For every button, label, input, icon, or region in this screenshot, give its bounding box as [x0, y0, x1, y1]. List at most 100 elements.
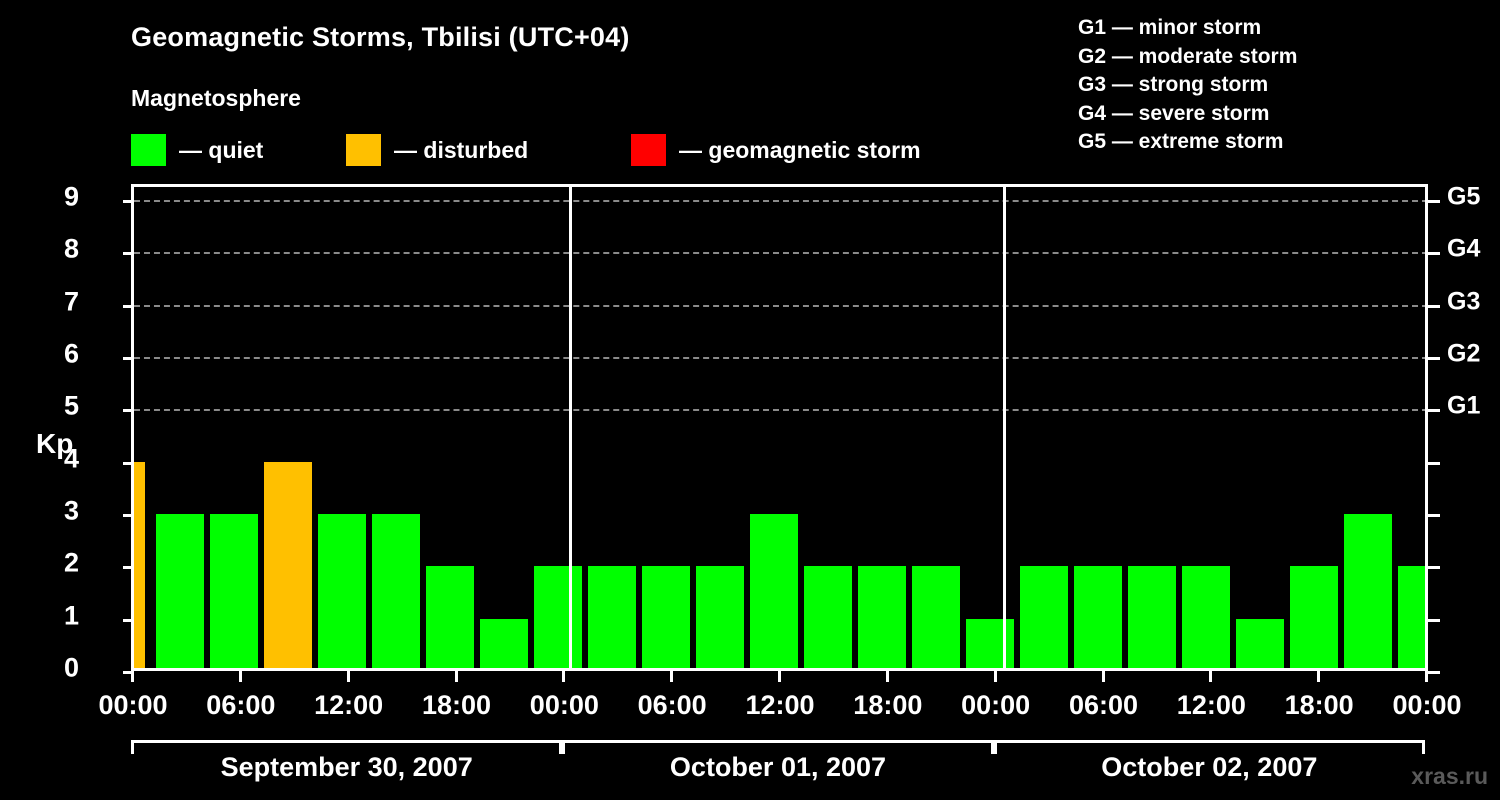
y-tick-right-0: [1428, 671, 1440, 674]
watermark: xras.ru: [1411, 763, 1488, 789]
plot-bottom-border: [131, 668, 1428, 671]
page-title: Geomagnetic Storms, Tbilisi (UTC+04): [131, 22, 630, 52]
bar: [210, 514, 258, 671]
g-scale-line-1: G1 — minor storm: [1078, 16, 1262, 39]
y-tick-right-7: [1428, 304, 1440, 308]
x-tick-9: [1101, 671, 1105, 682]
g-scale-legend: G1 — minor storm G2 — moderate storm G3 — …: [1078, 14, 1297, 157]
bar: [1074, 566, 1122, 671]
bar: [1290, 566, 1338, 671]
bar: [750, 514, 798, 671]
y-tick-right-5: [1428, 409, 1440, 413]
date-bracket-top-2: [562, 740, 994, 743]
y-axis-label-3: 3: [63, 495, 79, 526]
bar-series: [134, 187, 1428, 671]
bar: [1020, 566, 1068, 671]
bar: [534, 566, 582, 671]
x-axis-label-7: 18:00: [853, 690, 923, 720]
date-bracket-2: [562, 740, 994, 754]
y-tick-right-1: [1428, 618, 1440, 622]
plot-right-border: [1425, 184, 1428, 671]
gridline-kp-8: [134, 252, 1428, 255]
x-tick-0: [131, 671, 134, 682]
g-scale-line-5: G5 — extreme storm: [1078, 130, 1284, 153]
y-axis-label-0: 0: [63, 652, 79, 683]
bar: [1344, 514, 1392, 671]
y-axis-label-2: 2: [63, 547, 79, 578]
legend-label-quiet: — quiet: [179, 136, 264, 163]
legend-item-disturbed: — disturbed: [346, 133, 528, 167]
y-axis-label-9: 9: [63, 181, 79, 212]
bar: [912, 566, 960, 671]
y-tick-right-2: [1428, 566, 1440, 570]
y-axis-label-4: 4: [63, 443, 79, 474]
y-tick-right-4: [1428, 461, 1440, 465]
legend-label-geomagnetic-storm: — geomagnetic storm: [679, 136, 921, 163]
x-axis-label-4: 00:00: [529, 690, 599, 720]
y-tick-1: [123, 618, 134, 622]
date-bracket-top-1: [131, 740, 563, 743]
x-tick-3: [454, 671, 458, 682]
x-tick-8: [993, 671, 997, 682]
g-scale-line-4: G4 — severe storm: [1078, 101, 1270, 125]
gridline-kp-6: [134, 357, 1428, 360]
x-axis-label-12: 00:00: [1392, 690, 1462, 720]
date-bracket-3: [993, 740, 1425, 754]
y-tick-5: [123, 409, 134, 413]
x-axis-label-2: 12:00: [314, 690, 384, 720]
bar: [1398, 566, 1428, 671]
day-divider-2: [1003, 187, 1006, 671]
x-tick-12: [1425, 671, 1428, 682]
x-axis-label-1: 06:00: [206, 690, 276, 720]
x-tick-10: [1209, 671, 1213, 682]
y-tick-9: [123, 200, 134, 204]
gridline-kp-9: [134, 200, 1428, 203]
bar: [966, 618, 1014, 671]
x-tick-7: [885, 671, 889, 682]
date-bracket-top-3: [993, 740, 1425, 743]
x-tick-5: [670, 671, 674, 682]
x-axis-label-8: 00:00: [961, 690, 1031, 720]
x-axis-label-3: 18:00: [421, 690, 492, 720]
bar: [134, 461, 145, 671]
x-tick-4: [562, 671, 566, 682]
y-tick-8: [123, 252, 134, 256]
x-axis-label-10: 12:00: [1176, 690, 1246, 720]
x-axis-label-0: 00:00: [98, 690, 168, 720]
y-axis-title: Kp: [36, 428, 74, 459]
date-label-1: September 30, 2007: [220, 752, 473, 782]
y-axis-label-6: 6: [63, 338, 79, 369]
g-axis-label-g5: G5: [1447, 182, 1481, 211]
bar: [696, 566, 744, 671]
y-tick-right-6: [1428, 357, 1440, 361]
y-tick-right-8: [1428, 252, 1440, 256]
y-tick-2: [123, 566, 134, 570]
y-tick-right-9: [1428, 200, 1440, 204]
y-tick-6: [123, 357, 134, 361]
bar: [858, 566, 906, 671]
date-label-2: October 01, 2007: [669, 752, 887, 782]
y-axis-label-8: 8: [63, 233, 79, 264]
bar: [642, 566, 690, 671]
x-axis-label-11: 18:00: [1284, 690, 1354, 720]
bar: [426, 566, 474, 671]
y-axis-label-5: 5: [63, 390, 79, 421]
bar: [372, 514, 420, 671]
bar: [264, 461, 312, 671]
gridline-kp-7: [134, 304, 1428, 307]
x-tick-1: [238, 671, 242, 682]
bar: [1236, 618, 1284, 671]
y-tick-right-3: [1428, 514, 1440, 518]
g-axis-label-g2: G2: [1447, 339, 1481, 368]
plot-area: [123, 184, 1440, 674]
legend-swatch-quiet-icon: [131, 134, 166, 166]
x-tick-6: [778, 671, 781, 682]
g-axis-label-g3: G3: [1447, 287, 1481, 316]
g-scale-line-3: G3 — strong storm: [1078, 73, 1269, 96]
g-axis-label-g4: G4: [1447, 234, 1481, 263]
bar: [480, 618, 528, 671]
legend-item-geomagnetic-storm: — geomagnetic storm: [631, 133, 921, 167]
day-divider-1: [569, 187, 572, 671]
legend-swatch-geomagnetic-storm-icon: [631, 134, 666, 166]
